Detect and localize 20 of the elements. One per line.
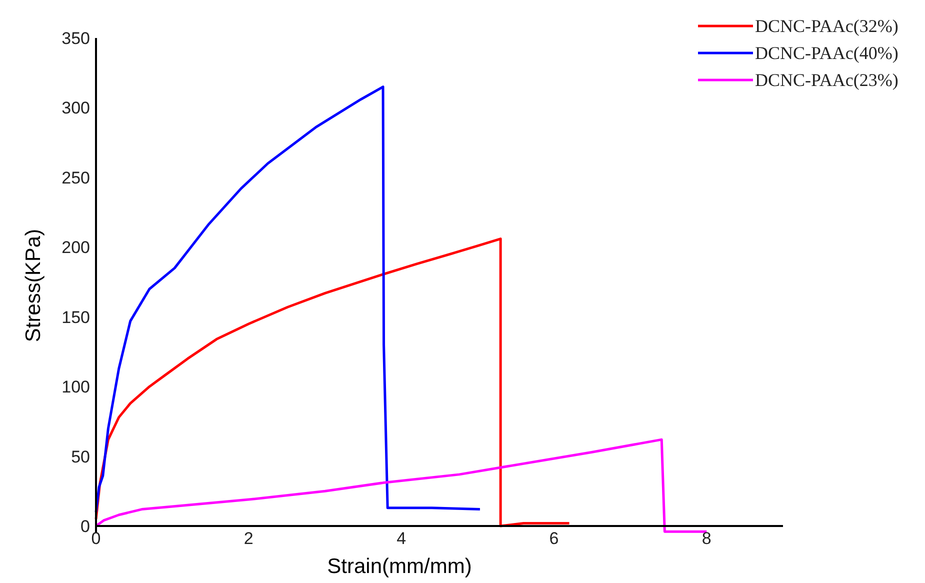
x-axis-title: Strain(mm/mm) (327, 555, 472, 578)
y-tick-label: 200 (62, 238, 90, 258)
x-tick-label: 6 (549, 529, 559, 548)
line-series (94, 238, 571, 528)
x-tick-label: 8 (702, 529, 712, 548)
y-axis-title: Stress(KPa) (22, 228, 45, 342)
y-tick-label: 0 (80, 517, 90, 536)
x-tick-label: 2 (244, 529, 254, 548)
y-tick-label: 300 (62, 98, 90, 118)
legend-label: DCNC-PAAc(32%) (755, 16, 898, 36)
x-tick-label: 4 (396, 529, 406, 548)
legend-label: DCNC-PAAc(40%) (755, 43, 898, 63)
y-tick-label: 350 (62, 29, 90, 48)
line-series (94, 438, 708, 533)
y-tick-label: 150 (62, 308, 90, 327)
y-tick-label: 50 (71, 447, 90, 466)
y-tick-label: 100 (62, 378, 90, 397)
y-tick-label: 250 (62, 168, 90, 188)
legend-label: DCNC-PAAc(23%) (755, 70, 898, 90)
line-series (94, 86, 482, 514)
